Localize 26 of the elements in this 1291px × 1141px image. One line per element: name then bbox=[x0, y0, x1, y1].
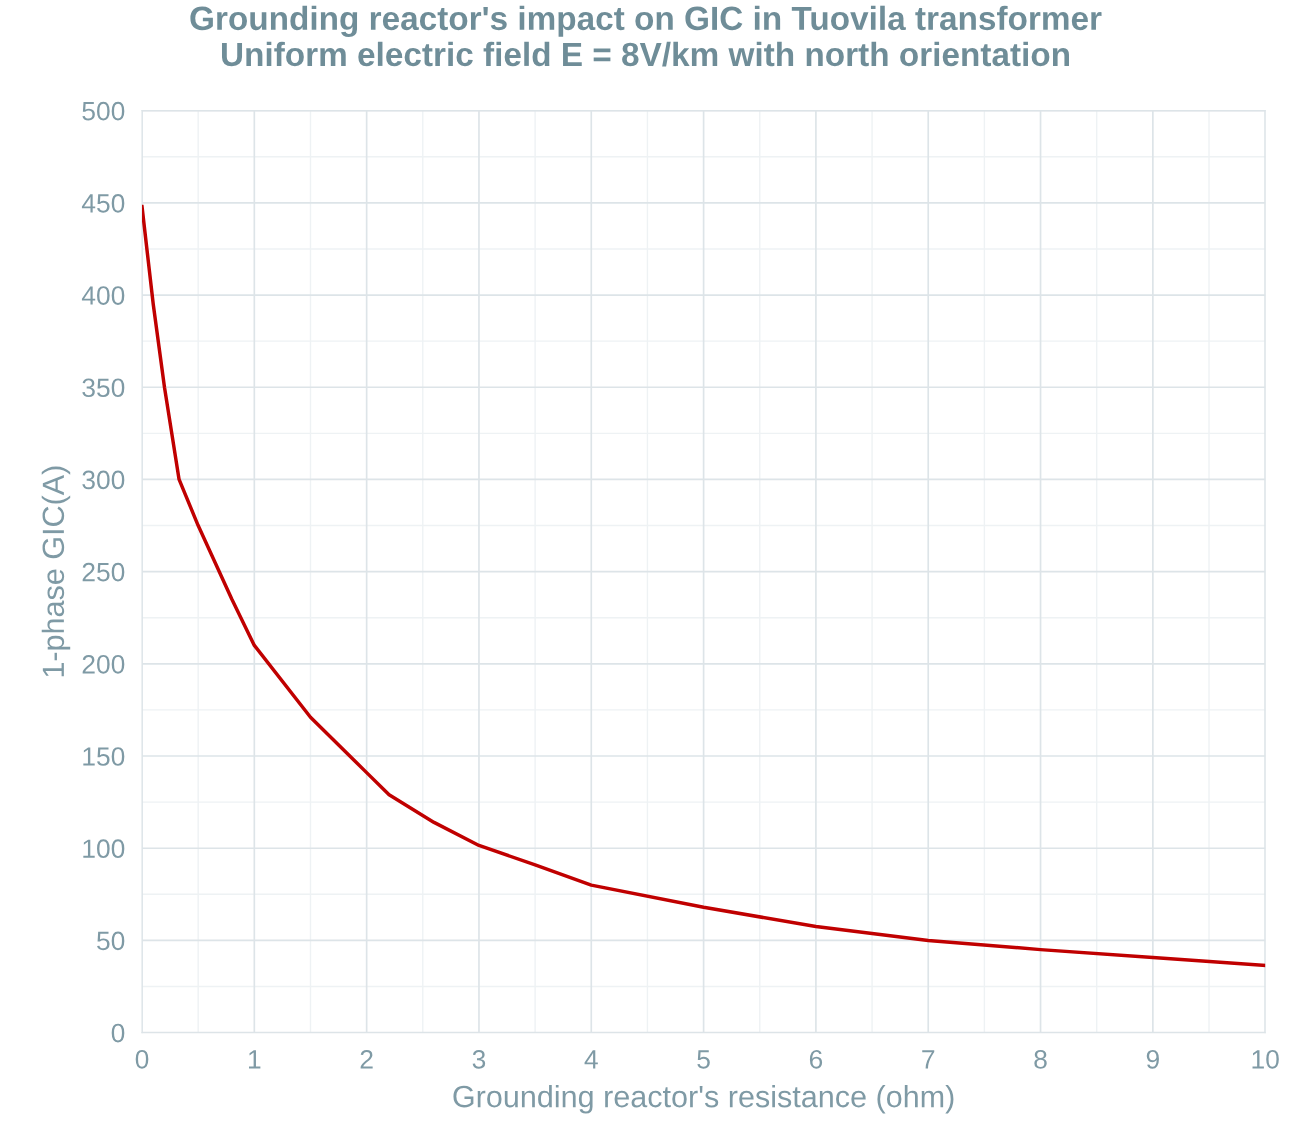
y-tick-label: 0 bbox=[111, 1023, 125, 1043]
y-tick-label: 500 bbox=[82, 101, 125, 121]
x-tick-label: 9 bbox=[1146, 1049, 1159, 1069]
y-tick-label: 400 bbox=[81, 286, 125, 305]
x-axis-title: Grounding reactor's resistance (ohm) bbox=[453, 1084, 954, 1114]
y-axis-title: 1-phase GIC(A) bbox=[41, 466, 71, 677]
chart-title: Grounding reactor's impact on GIC in Tuovila transformer Uniform electric field E = 8V/km with north orientation bbox=[190, 5, 1102, 67]
x-tick-label: 7 bbox=[922, 1050, 935, 1069]
x-tick-label: 10 bbox=[1252, 1049, 1279, 1069]
y-tick-label: 300 bbox=[82, 470, 125, 490]
y-tick-label: 200 bbox=[82, 654, 125, 674]
x-tick-label: 3 bbox=[472, 1049, 486, 1069]
y-tick-label: 150 bbox=[83, 747, 125, 766]
x-tick-label: 2 bbox=[360, 1049, 373, 1069]
y-tick-label: 250 bbox=[82, 562, 125, 582]
y-tick-label: 450 bbox=[81, 194, 125, 213]
x-tick-label: 1 bbox=[249, 1050, 261, 1069]
y-tick-label: 100 bbox=[83, 839, 125, 859]
x-tick-label: 8 bbox=[1034, 1049, 1047, 1069]
x-tick-label: 0 bbox=[135, 1049, 149, 1069]
x-tick-label: 5 bbox=[697, 1050, 710, 1069]
x-tick-label: 4 bbox=[584, 1050, 598, 1069]
line-series bbox=[142, 204, 1266, 968]
x-tick-label: 6 bbox=[809, 1049, 823, 1069]
y-tick-label: 350 bbox=[82, 378, 125, 398]
y-tick-label: 50 bbox=[97, 931, 125, 951]
